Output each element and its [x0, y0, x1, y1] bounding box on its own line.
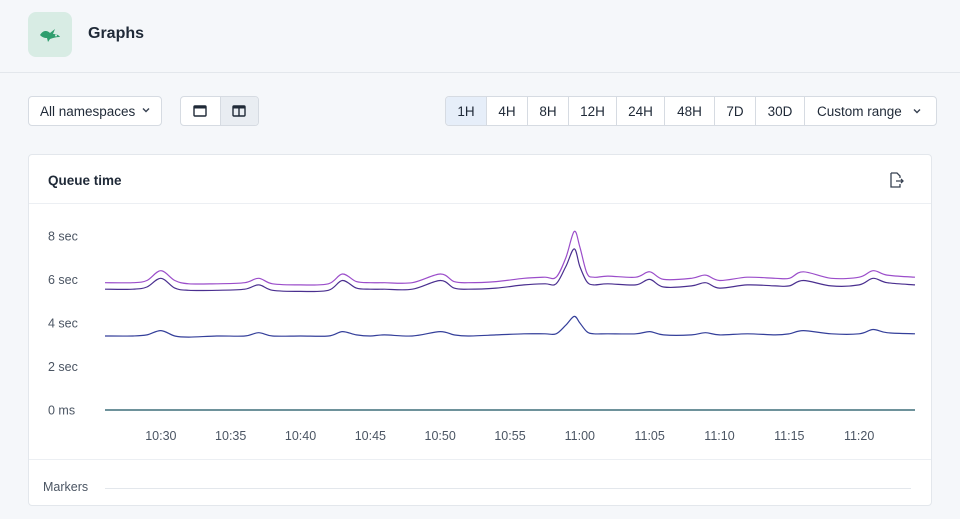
x-tick-label: 10:45: [355, 429, 386, 443]
range-7d-button[interactable]: 7D: [714, 97, 755, 125]
x-tick-label: 10:35: [215, 429, 246, 443]
time-range-group: 1H 4H 8H 12H 24H 48H 7D 30D Custom range: [445, 96, 937, 126]
chevron-down-icon: [913, 109, 921, 114]
x-tick-label: 10:55: [494, 429, 525, 443]
panel-title: Queue time: [48, 173, 122, 188]
range-4h-button[interactable]: 4H: [486, 97, 527, 125]
range-1h-button[interactable]: 1H: [446, 97, 486, 125]
x-tick-label: 11:20: [844, 429, 874, 443]
range-30d-button[interactable]: 30D: [755, 97, 804, 125]
series-layer: [104, 230, 916, 411]
export-icon[interactable]: [887, 171, 905, 189]
y-tick-label: 2 sec: [48, 360, 78, 374]
layout-toggle: [180, 96, 259, 126]
single-column-icon: [193, 105, 207, 117]
y-tick-label: 4 sec: [48, 316, 78, 330]
x-tick-label: 10:40: [285, 429, 316, 443]
markers-track: [105, 488, 911, 489]
range-24h-button[interactable]: 24H: [616, 97, 664, 125]
series-line-3[interactable]: [104, 315, 916, 338]
range-12h-button[interactable]: 12H: [568, 97, 616, 125]
x-tick-label: 11:15: [774, 429, 804, 443]
range-48h-button[interactable]: 48H: [664, 97, 714, 125]
two-column-view-button[interactable]: [219, 97, 258, 125]
series-line-2[interactable]: [104, 248, 916, 293]
x-tick-label: 10:50: [425, 429, 456, 443]
panel-header: Queue time: [29, 155, 931, 204]
rocket-bird-logo-icon: [40, 28, 60, 42]
page-title: Graphs: [88, 25, 145, 42]
x-tick-label: 11:10: [704, 429, 734, 443]
y-tick-label: 6 sec: [48, 273, 78, 287]
namespace-select[interactable]: All namespaces: [28, 96, 162, 126]
y-tick-label: 8 sec: [48, 229, 78, 243]
y-axis: 0 ms 2 sec 4 sec 6 sec 8 sec: [48, 229, 78, 417]
chevron-down-icon: [142, 108, 150, 113]
y-tick-label: 0 ms: [48, 404, 75, 418]
single-column-view-button[interactable]: [181, 97, 220, 125]
queue-time-chart: 0 ms 2 sec 4 sec 6 sec 8 sec 10:30 10:35 10:40…: [48, 229, 916, 443]
app-logo[interactable]: [28, 12, 72, 57]
series-line-1[interactable]: [104, 230, 916, 286]
x-tick-label: 11:00: [565, 429, 595, 443]
x-tick-label: 10:30: [145, 429, 176, 443]
markers-label: Markers: [43, 480, 89, 494]
two-column-icon: [232, 105, 246, 117]
page-header: Graphs: [0, 0, 960, 73]
markers-row: Markers: [29, 459, 931, 507]
namespace-select-value: All namespaces: [40, 103, 136, 119]
range-8h-button[interactable]: 8H: [527, 97, 568, 125]
custom-range-label: Custom range: [817, 103, 902, 119]
x-axis: 10:30 10:35 10:40 10:45 10:50 10:55 11:00 11:05…: [145, 429, 874, 443]
queue-time-panel: Queue time 0 ms 2 sec 4 sec 6 sec 8 sec 10:3…: [28, 154, 932, 506]
x-tick-label: 11:05: [634, 429, 664, 443]
custom-range-button[interactable]: Custom range: [804, 97, 936, 125]
